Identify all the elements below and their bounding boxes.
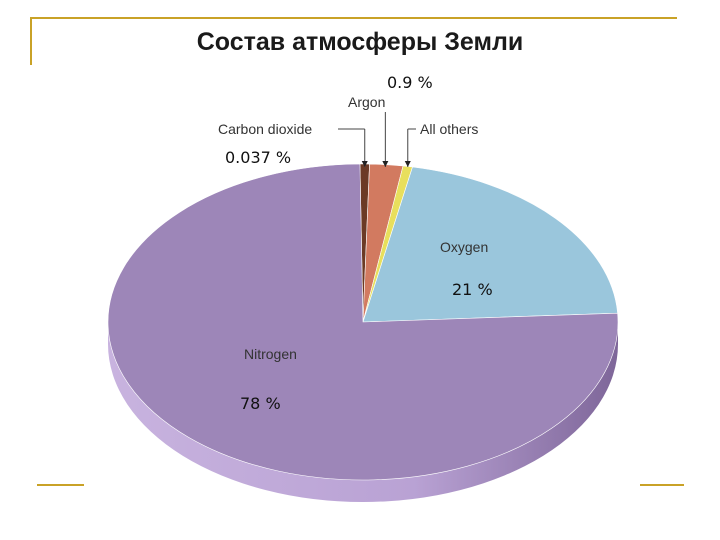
callout-arrow-carbon-dioxide-head bbox=[361, 161, 368, 167]
slice-label-nitrogen: Nitrogen bbox=[244, 346, 297, 362]
frame-bottom-right-line bbox=[640, 484, 684, 486]
frame-left-line bbox=[30, 17, 32, 65]
slice-label-argon: Argon bbox=[348, 94, 385, 110]
slice-value-oxygen: 21 % bbox=[452, 280, 493, 299]
pie-slice-nitrogen bbox=[107, 163, 619, 481]
slice-value-argon: 0.9 % bbox=[387, 73, 433, 92]
slice-value-carbon-dioxide: 0.037 % bbox=[225, 148, 291, 167]
callout-arrow-all-others-head bbox=[404, 161, 411, 167]
slice-value-nitrogen: 78 % bbox=[240, 394, 281, 413]
slice-label-carbon-dioxide: Carbon dioxide bbox=[218, 121, 312, 137]
frame-top-line bbox=[30, 17, 677, 19]
pie-slice-oxygen bbox=[362, 166, 618, 323]
slice-label-all-others: All others bbox=[420, 121, 478, 137]
chart-title: Состав атмосферы Земли bbox=[196, 28, 524, 56]
callout-arrow-argon-head bbox=[382, 161, 389, 167]
frame-bottom-left-line bbox=[37, 484, 84, 486]
slice-label-oxygen: Oxygen bbox=[440, 239, 488, 255]
